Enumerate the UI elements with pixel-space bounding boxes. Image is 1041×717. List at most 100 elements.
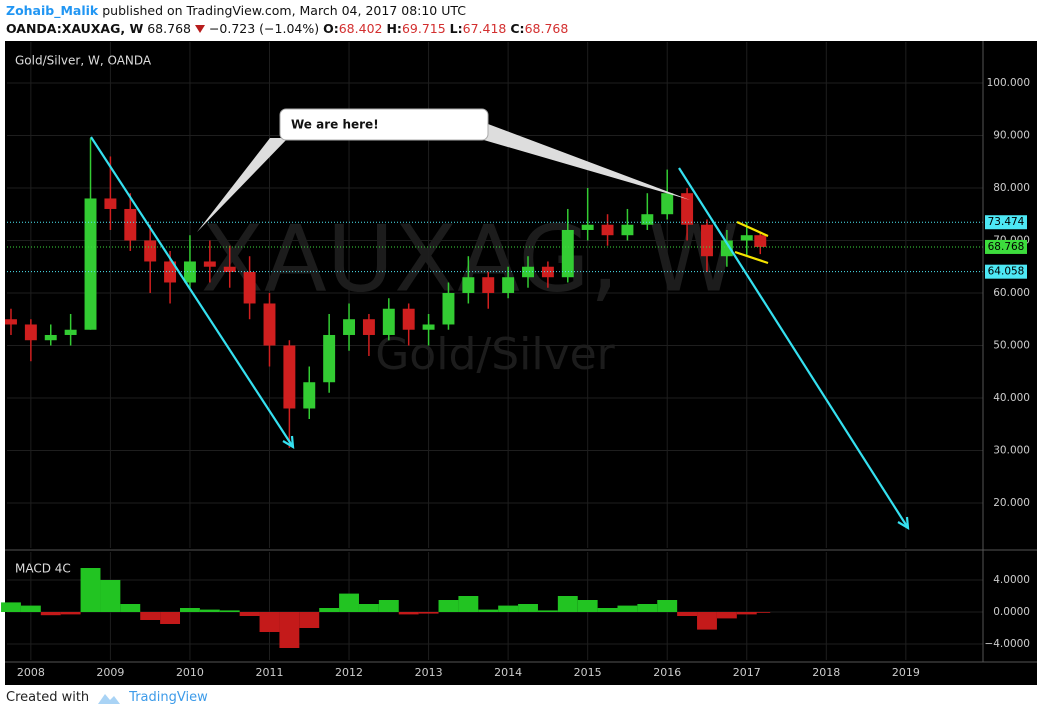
macd-bar (199, 609, 220, 612)
y-tick-label: 90.000 (993, 129, 1030, 141)
candle-body (661, 193, 674, 215)
candle-body (144, 240, 157, 262)
ohlc-label: H: (386, 21, 402, 36)
arrow-head (897, 516, 910, 531)
macd-bar (20, 605, 41, 612)
y-tick-label: 80.000 (993, 182, 1030, 194)
macd-bar (180, 608, 200, 612)
macd-bar (557, 596, 578, 612)
candle-body (24, 324, 37, 341)
author[interactable]: Zohaib_Malik (6, 3, 99, 18)
macd-bar (498, 605, 519, 612)
watermark: XAUXAG, W (201, 205, 739, 312)
candle-body (382, 308, 395, 335)
trend-line (678, 167, 909, 529)
candle-body (601, 224, 614, 236)
macd-bar (716, 612, 737, 619)
header: Zohaib_Malik published on TradingView.co… (6, 2, 568, 38)
macd-bar (677, 612, 698, 616)
y-tick-label: 40.000 (993, 392, 1030, 404)
symbol: OANDA:XAUXAG, W (6, 21, 144, 36)
x-tick-label: 2008 (17, 666, 45, 679)
y-tick-label: 30.000 (993, 444, 1030, 456)
candle-body (303, 382, 316, 409)
candle-body (561, 229, 574, 278)
x-tick-label: 2015 (574, 666, 602, 679)
candle-body (84, 198, 97, 330)
candle-body (621, 224, 634, 236)
candle-body (343, 319, 356, 335)
x-tick-label: 2012 (335, 666, 363, 679)
tv-logo (98, 693, 121, 704)
price-badge (985, 239, 1027, 254)
chart: XAUXAG, W Gold/Silver We are here! Gold/… (1, 41, 1037, 685)
candle-body (5, 319, 17, 325)
macd-bar (697, 612, 717, 630)
candle-body (581, 224, 594, 230)
macd-bar (339, 593, 359, 612)
x-tick-label: 2017 (733, 666, 761, 679)
candle-body (681, 193, 694, 225)
ohlc-value: 69.715 (401, 21, 446, 36)
macd-bar (597, 608, 618, 612)
y-tick-label: 4.0000 (993, 574, 1030, 586)
x-tick-label: 2010 (176, 666, 204, 679)
macd-bar (1, 602, 21, 612)
brand[interactable]: TradingView (129, 690, 208, 705)
macd-bar (577, 600, 598, 612)
macd-bar (418, 612, 439, 614)
callout-pointer (470, 124, 690, 200)
macd-bar (617, 605, 638, 612)
ohlc-label: L: (449, 21, 463, 36)
y-tick-label: 60.000 (993, 287, 1030, 299)
macd-bar (478, 609, 499, 612)
macd-bar (219, 610, 240, 612)
candle-body (183, 261, 196, 283)
macd-bar (299, 612, 320, 628)
macd-bar (259, 612, 280, 632)
price-badge-label: 64.058 (988, 266, 1025, 278)
macd-bar (160, 612, 181, 624)
candle-body (323, 334, 336, 383)
x-tick-label: 2018 (812, 666, 840, 679)
change: −0.723 (−1.04%) (208, 21, 320, 36)
x-tick-label: 2011 (255, 666, 283, 679)
ohlc-label: O: (323, 21, 339, 36)
last-price: 68.768 (147, 21, 191, 36)
macd-bar (750, 612, 771, 613)
watermark-sub: Gold/Silver (375, 329, 615, 380)
macd-bar (736, 612, 757, 615)
candle-body (263, 303, 276, 346)
channel-line (734, 250, 769, 265)
channel-line (736, 220, 769, 238)
candle-body (203, 261, 216, 267)
candle-body (720, 240, 733, 257)
macd-bar (120, 604, 141, 612)
macd-bar (637, 604, 658, 612)
publish-line: Zohaib_Malik published on TradingView.co… (6, 2, 568, 20)
candle-body (502, 277, 515, 293)
ohlc-label: C: (510, 21, 525, 36)
y-tick-label: 50.000 (993, 339, 1030, 351)
ohlc-value: 68.768 (524, 21, 569, 36)
callout-pointer (197, 138, 288, 232)
down-arrow (194, 25, 205, 33)
footer: Created with TradingView (6, 690, 208, 705)
candle-body (64, 329, 77, 335)
macd-bar (537, 610, 558, 612)
ohlc-value: 68.402 (338, 21, 383, 36)
macd-bar (279, 612, 300, 648)
price-badge-label: 73.474 (988, 216, 1025, 228)
candle-body (164, 261, 177, 283)
macd-bar (358, 604, 379, 612)
macd-bar (239, 612, 260, 616)
macd-bar (140, 612, 161, 620)
candle-body (641, 214, 654, 225)
candle-body (104, 198, 117, 209)
drawings: We are here! (90, 108, 910, 531)
candle-body (362, 319, 375, 335)
x-tick-label: 2019 (892, 666, 920, 679)
y-tick-label: −4.0000 (984, 638, 1030, 650)
marks-group (1, 138, 983, 648)
y-tick-label: 100.000 (987, 77, 1030, 89)
